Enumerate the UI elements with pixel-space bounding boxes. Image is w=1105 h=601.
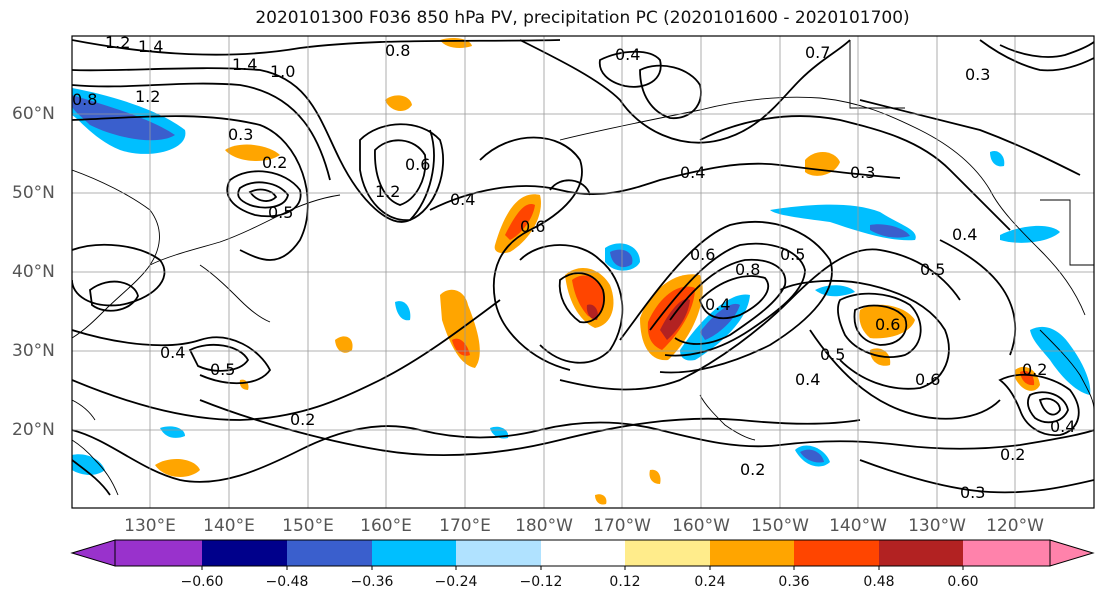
- contour-label: 0.4: [680, 163, 705, 182]
- contour-label: 0.6: [405, 155, 430, 174]
- contour-label: 0.5: [210, 360, 235, 379]
- contour-label: 0.5: [820, 345, 845, 364]
- lon-label: 140°W: [829, 516, 887, 536]
- contour-label: 0.6: [690, 245, 715, 264]
- contour-label: 0.4: [795, 370, 820, 389]
- contour-label: 0.7: [805, 43, 830, 62]
- colorbar-tick-label: −0.36: [350, 574, 394, 590]
- colorbar-tick-label: −0.60: [180, 574, 224, 590]
- contour-label: 0.2: [1022, 360, 1047, 379]
- colorbar-tick-label: −0.48: [265, 574, 309, 590]
- graticule: [72, 36, 1094, 508]
- colorbar-tick-label: 0.12: [609, 574, 641, 590]
- precip-shading: [72, 38, 1091, 505]
- lon-label: 130°W: [908, 516, 966, 536]
- contour-label: 0.4: [705, 295, 730, 314]
- lat-label: 30°N: [12, 341, 55, 361]
- map-frame: [71, 35, 1095, 509]
- contour-label: 0.3: [850, 163, 875, 182]
- contour-label: 0.4: [160, 343, 185, 362]
- contour-label: 1.2: [105, 33, 130, 52]
- contour-label: 0.4: [952, 225, 977, 244]
- lon-label: 160°W: [672, 516, 730, 536]
- lon-label: 140°E: [203, 516, 255, 536]
- contour-label: 1.0: [270, 62, 295, 81]
- contour-label: 0.3: [965, 65, 990, 84]
- contour-label: 0.8: [385, 41, 410, 60]
- contour-label: 0.5: [268, 203, 293, 222]
- contour-label: 0.2: [740, 460, 765, 479]
- contour-label: 1.4: [138, 37, 163, 56]
- contour-label: 0.8: [72, 90, 97, 109]
- contour-label: 0.8: [735, 260, 760, 279]
- contour-label: 0.6: [915, 370, 940, 389]
- colorbar: [70, 539, 1095, 570]
- contour-label: 0.2: [1000, 445, 1025, 464]
- contour-label: 1.2: [135, 87, 160, 106]
- contour-label: 0.5: [920, 260, 945, 279]
- lon-label: 170°W: [593, 516, 651, 536]
- contour-label: 0.6: [875, 315, 900, 334]
- contour-labels: 1.2 1.4 1.4 1.0 1.2 0.8 0.8 0.4 0.7 0.3 …: [72, 33, 1075, 502]
- contour-label: 0.4: [615, 45, 640, 64]
- lon-label: 160°E: [360, 516, 412, 536]
- lon-label: 130°E: [124, 516, 176, 536]
- contour-label: 0.5: [780, 245, 805, 264]
- colorbar-tick-label: −0.24: [434, 574, 478, 590]
- contour-label: 0.2: [290, 410, 315, 429]
- lon-label: 150°E: [282, 516, 334, 536]
- colorbar-tick-label: 0.48: [863, 574, 895, 590]
- colorbar-tick-label: −0.12: [519, 574, 563, 590]
- lon-label: 150°W: [751, 516, 809, 536]
- contour-label: 1.2: [375, 182, 400, 201]
- lat-label: 40°N: [12, 262, 55, 282]
- lat-label: 50°N: [12, 183, 55, 203]
- contour-label: 0.4: [450, 190, 475, 209]
- colorbar-tick-label: 0.60: [947, 574, 979, 590]
- colorbar-extend-high: [1049, 539, 1095, 567]
- lon-label: 180°W: [515, 516, 573, 536]
- contour-label: 0.3: [960, 483, 985, 502]
- lon-label: 120°W: [986, 516, 1044, 536]
- borders: [849, 40, 1094, 266]
- colorbar-extend-low: [70, 539, 116, 567]
- colorbar-tick-label: 0.36: [778, 574, 810, 590]
- lon-label: 170°E: [439, 516, 491, 536]
- lat-label: 60°N: [12, 104, 55, 124]
- map-title: 2020101300 F036 850 hPa PV, precipitatio…: [255, 8, 910, 28]
- contour-label: 0.6: [520, 217, 545, 236]
- contour-label: 0.2: [262, 153, 287, 172]
- pv-contours: [72, 39, 1094, 496]
- colorbar-tick-label: 0.24: [694, 574, 726, 590]
- contour-label: 1.4: [232, 55, 257, 74]
- contour-label: 0.3: [228, 125, 253, 144]
- lat-label: 20°N: [12, 420, 55, 440]
- contour-label: 0.4: [1050, 417, 1075, 436]
